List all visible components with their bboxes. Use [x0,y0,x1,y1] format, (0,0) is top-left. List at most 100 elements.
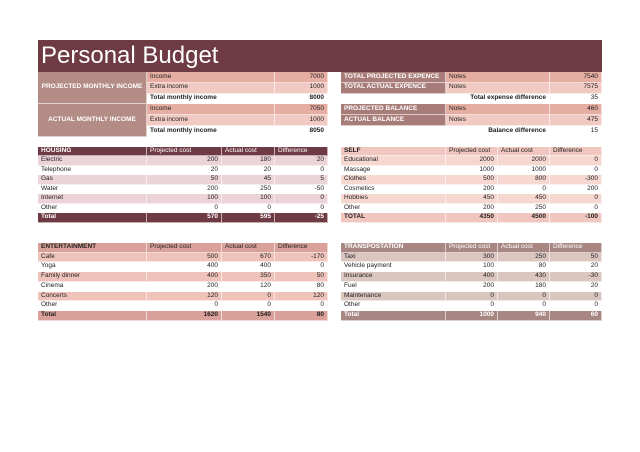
value: 1000 [446,165,498,176]
row-label: Hobbies [341,194,446,204]
row-label: Massage [341,165,446,176]
value: 80 [498,262,550,273]
group-label: PROJECTED MONTHLY INCOME [38,72,147,105]
value: 1000 [275,115,328,126]
value: -50 [275,184,328,195]
value: 0 [498,301,550,311]
column-header: Difference [275,147,328,157]
row-label: Clothes [341,175,446,185]
value: 20 [147,165,222,176]
column-header: Difference [275,243,328,253]
row-label: Maintenance [341,291,446,302]
column-header: SELF [341,147,446,157]
value: 4500 [498,213,550,223]
value: 15 [550,126,602,137]
row-label: Total expense difference [341,93,550,105]
row-label: Insurance [341,272,446,282]
row-label: Balance difference [341,126,550,137]
value: 20 [550,262,602,273]
row-label: Other [38,301,147,311]
value: 0 [550,194,602,204]
value: 100 [446,262,498,273]
row-label: Extra income [147,115,275,126]
value: 250 [222,184,275,195]
value: 400 [222,262,275,273]
value: 45 [222,175,275,185]
row-label: PROJECTED BALANCE [341,104,446,116]
value: 20 [550,281,602,292]
value: 200 [147,184,222,195]
value: 800 [498,175,550,185]
value: 20 [222,165,275,176]
value: -100 [550,213,602,223]
value: 120 [222,281,275,292]
value: 1000 [275,82,328,94]
value: 670 [222,252,275,263]
value: 100 [147,194,222,204]
value: 1000 [498,165,550,176]
value: 7000 [275,72,328,83]
value: 0 [222,291,275,302]
row-label: Other [38,203,147,214]
value: 0 [550,156,602,166]
row-label: Cinema [38,281,147,292]
value: 350 [222,272,275,282]
row-label: Taxi [341,252,446,263]
column-header: Projected cost [147,147,222,157]
value: -300 [550,175,602,185]
value: 200 [446,281,498,292]
value: 0 [147,301,222,311]
row-label: Fuel [341,281,446,292]
row-label: Yoga [38,262,147,273]
row-label: Total monthly income [147,126,275,137]
value: 570 [147,213,222,223]
row-label: TOTAL ACTUAL EXPENCE [341,82,446,94]
column-header: Actual cost [498,243,550,253]
value: 50 [275,272,328,282]
row-label: Internet [38,194,147,204]
value: 0 [550,301,602,311]
row-label: Telephone [38,165,147,176]
value: 180 [498,281,550,292]
value: 100 [222,194,275,204]
column-header: Projected cost [147,243,222,253]
column-header: HOUSING [38,147,147,157]
value: 200 [446,184,498,195]
row-label: Income [147,104,275,116]
value: 0 [498,291,550,302]
value: 2000 [446,156,498,166]
value: 250 [498,252,550,263]
value: 1620 [147,310,222,321]
value: 8050 [275,126,328,137]
value: 450 [446,194,498,204]
column-header: Actual cost [222,243,275,253]
row-label: Income [147,72,275,83]
column-header: TRANSPOSTATION [341,243,446,253]
value: 7575 [550,82,602,94]
row-label: Extra income [147,82,275,94]
value: 300 [446,252,498,263]
value: 400 [147,262,222,273]
value: 1540 [222,310,275,321]
column-header: Difference [550,147,602,157]
value: 0 [275,194,328,204]
value: -170 [275,252,328,263]
row-label: Family dinner [38,272,147,282]
value: 0 [222,203,275,214]
value: 0 [275,203,328,214]
value: 50 [550,252,602,263]
value: 0 [550,203,602,214]
value: 7050 [275,104,328,116]
value: 0 [222,301,275,311]
value: 0 [275,301,328,311]
title: Personal Budget [38,40,602,72]
value: 0 [550,165,602,176]
column-header: ENTERTAINMENT [38,243,147,253]
value: 0 [147,203,222,214]
value: 35 [550,93,602,105]
row-label: TOTAL [341,213,446,223]
row-label: Total [38,310,147,321]
column-header: Projected cost [446,243,498,253]
value: 430 [498,272,550,282]
